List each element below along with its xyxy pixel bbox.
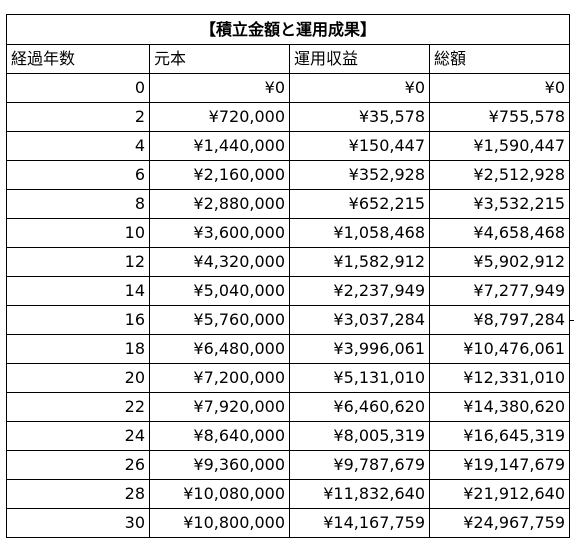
- total-cell: ¥5,902,912: [429, 247, 570, 277]
- header-total: 総額: [429, 44, 570, 74]
- total-cell: ¥10,476,061: [429, 334, 570, 364]
- table-row: 26 ¥9,360,000 ¥9,787,679 ¥19,147,679: [6, 450, 570, 480]
- table-row: 10 ¥3,600,000 ¥1,058,468 ¥4,658,468: [6, 218, 570, 248]
- elapsed-years-cell: 30: [6, 508, 150, 538]
- total-cell: ¥4,658,468: [429, 218, 570, 248]
- header-investment-return: 運用収益: [289, 44, 430, 74]
- principal-cell: ¥3,600,000: [149, 218, 290, 248]
- elapsed-years-cell: 12: [6, 247, 150, 277]
- header-principal: 元本: [149, 44, 290, 74]
- elapsed-years-cell: 28: [6, 479, 150, 509]
- investment-return-cell: ¥11,832,640: [289, 479, 430, 509]
- table-row: 30 ¥10,800,000 ¥14,167,759 ¥24,967,759: [6, 508, 570, 538]
- header-elapsed-years: 経過年数: [6, 44, 150, 74]
- investment-return-cell: ¥2,237,949: [289, 276, 430, 306]
- investment-return-cell: ¥5,131,010: [289, 363, 430, 393]
- table-row: 20 ¥7,200,000 ¥5,131,010 ¥12,331,010: [6, 363, 570, 393]
- principal-cell: ¥0: [149, 73, 290, 103]
- table-row: 28 ¥10,080,000 ¥11,832,640 ¥21,912,640: [6, 479, 570, 509]
- principal-cell: ¥4,320,000: [149, 247, 290, 277]
- elapsed-years-cell: 10: [6, 218, 150, 248]
- total-cell: ¥12,331,010: [429, 363, 570, 393]
- principal-cell: ¥7,920,000: [149, 392, 290, 422]
- investment-return-cell: ¥150,447: [289, 131, 430, 161]
- investment-return-cell: ¥1,582,912: [289, 247, 430, 277]
- investment-return-cell: ¥652,215: [289, 189, 430, 219]
- principal-cell: ¥10,800,000: [149, 508, 290, 538]
- table-row: 0 ¥0 ¥0 ¥0: [6, 73, 570, 103]
- savings-table: 【積立金額と運用成果】 経過年数 元本 運用収益 総額 0 ¥0 ¥0 ¥0 2 ¥720…: [6, 14, 570, 538]
- elapsed-years-cell: 2: [6, 102, 150, 132]
- elapsed-years-cell: 0: [6, 73, 150, 103]
- investment-return-cell: ¥6,460,620: [289, 392, 430, 422]
- table-title: 【積立金額と運用成果】: [6, 14, 570, 45]
- principal-cell: ¥5,040,000: [149, 276, 290, 306]
- total-cell: ¥19,147,679: [429, 450, 570, 480]
- total-cell: ¥1,590,447: [429, 131, 570, 161]
- table-row: 2 ¥720,000 ¥35,578 ¥755,578: [6, 102, 570, 132]
- principal-cell: ¥8,640,000: [149, 421, 290, 451]
- table-row: 24 ¥8,640,000 ¥8,005,319 ¥16,645,319: [6, 421, 570, 451]
- elapsed-years-cell: 24: [6, 421, 150, 451]
- investment-return-cell: ¥8,005,319: [289, 421, 430, 451]
- elapsed-years-cell: 8: [6, 189, 150, 219]
- total-cell: ¥0: [429, 73, 570, 103]
- elapsed-years-cell: 6: [6, 160, 150, 190]
- principal-cell: ¥7,200,000: [149, 363, 290, 393]
- table-row: 6 ¥2,160,000 ¥352,928 ¥2,512,928: [6, 160, 570, 190]
- table-row: 14 ¥5,040,000 ¥2,237,949 ¥7,277,949: [6, 276, 570, 306]
- principal-cell: ¥2,880,000: [149, 189, 290, 219]
- stray-dash-mark: [569, 320, 574, 321]
- table-row: 12 ¥4,320,000 ¥1,582,912 ¥5,902,912: [6, 247, 570, 277]
- principal-cell: ¥10,080,000: [149, 479, 290, 509]
- total-cell: ¥8,797,284: [429, 305, 570, 335]
- investment-return-cell: ¥0: [289, 73, 430, 103]
- elapsed-years-cell: 20: [6, 363, 150, 393]
- elapsed-years-cell: 18: [6, 334, 150, 364]
- elapsed-years-cell: 14: [6, 276, 150, 306]
- header-row: 経過年数 元本 運用収益 総額: [6, 44, 570, 74]
- investment-return-cell: ¥3,996,061: [289, 334, 430, 364]
- total-cell: ¥16,645,319: [429, 421, 570, 451]
- principal-cell: ¥6,480,000: [149, 334, 290, 364]
- investment-return-cell: ¥9,787,679: [289, 450, 430, 480]
- table-row: 22 ¥7,920,000 ¥6,460,620 ¥14,380,620: [6, 392, 570, 422]
- total-cell: ¥3,532,215: [429, 189, 570, 219]
- principal-cell: ¥1,440,000: [149, 131, 290, 161]
- investment-return-cell: ¥3,037,284: [289, 305, 430, 335]
- total-cell: ¥755,578: [429, 102, 570, 132]
- principal-cell: ¥5,760,000: [149, 305, 290, 335]
- principal-cell: ¥720,000: [149, 102, 290, 132]
- investment-return-cell: ¥1,058,468: [289, 218, 430, 248]
- principal-cell: ¥2,160,000: [149, 160, 290, 190]
- investment-return-cell: ¥35,578: [289, 102, 430, 132]
- elapsed-years-cell: 4: [6, 131, 150, 161]
- elapsed-years-cell: 16: [6, 305, 150, 335]
- investment-return-cell: ¥352,928: [289, 160, 430, 190]
- principal-cell: ¥9,360,000: [149, 450, 290, 480]
- table-body: 0 ¥0 ¥0 ¥0 2 ¥720,000 ¥35,578 ¥755,578 4 ¥1,440,0…: [6, 73, 570, 538]
- table-row: 16 ¥5,760,000 ¥3,037,284 ¥8,797,284: [6, 305, 570, 335]
- table-row: 8 ¥2,880,000 ¥652,215 ¥3,532,215: [6, 189, 570, 219]
- elapsed-years-cell: 22: [6, 392, 150, 422]
- total-cell: ¥2,512,928: [429, 160, 570, 190]
- investment-return-cell: ¥14,167,759: [289, 508, 430, 538]
- total-cell: ¥7,277,949: [429, 276, 570, 306]
- total-cell: ¥24,967,759: [429, 508, 570, 538]
- table-row: 18 ¥6,480,000 ¥3,996,061 ¥10,476,061: [6, 334, 570, 364]
- elapsed-years-cell: 26: [6, 450, 150, 480]
- total-cell: ¥21,912,640: [429, 479, 570, 509]
- table-row: 4 ¥1,440,000 ¥150,447 ¥1,590,447: [6, 131, 570, 161]
- total-cell: ¥14,380,620: [429, 392, 570, 422]
